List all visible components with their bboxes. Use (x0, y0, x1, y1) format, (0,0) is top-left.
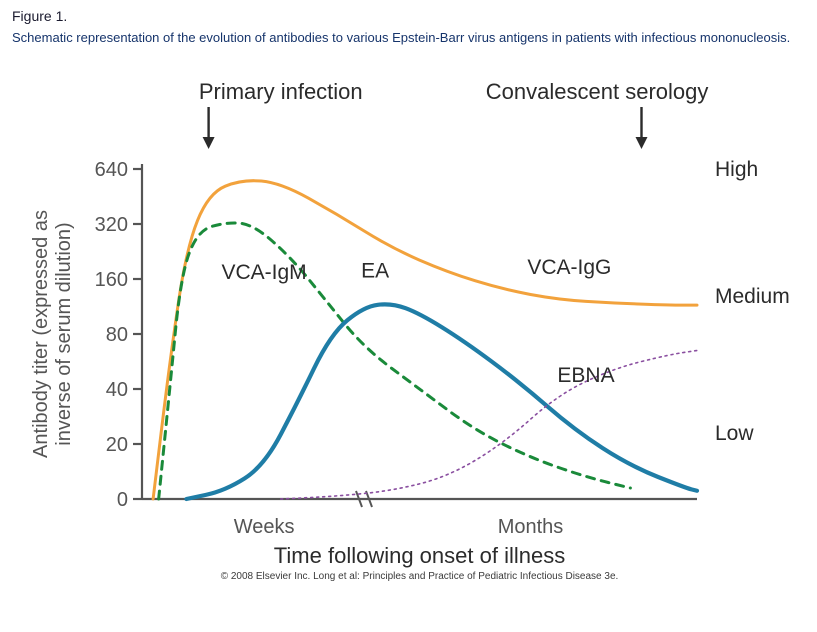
svg-text:Weeks: Weeks (234, 516, 295, 538)
svg-text:40: 40 (106, 379, 128, 401)
svg-text:20: 20 (106, 434, 128, 456)
figure-label: Figure 1. (12, 8, 805, 24)
svg-text:EA: EA (361, 259, 389, 282)
svg-text:80: 80 (106, 324, 128, 346)
svg-text:VCA-IgM: VCA-IgM (222, 261, 307, 284)
svg-text:0: 0 (117, 489, 128, 511)
svg-text:Months: Months (498, 516, 564, 538)
svg-text:Convalescent serology: Convalescent serology (486, 79, 709, 104)
svg-text:Medium: Medium (715, 285, 790, 308)
svg-text:Primary infection: Primary infection (199, 79, 363, 104)
svg-text:160: 160 (95, 269, 128, 291)
svg-text:VCA-IgG: VCA-IgG (527, 256, 611, 279)
svg-text:Low: Low (715, 422, 754, 445)
svg-text:Time following onset of illnes: Time following onset of illness (274, 543, 565, 568)
figure-caption: Schematic representation of the evolutio… (12, 30, 805, 45)
svg-text:High: High (715, 158, 758, 181)
figure-container: Figure 1. Schematic representation of th… (0, 0, 817, 609)
chart-svg: 0 20 40 80 160 320 640 Antibody titer (expresse… (12, 49, 805, 609)
svg-text:320: 320 (95, 214, 128, 236)
svg-text:640: 640 (95, 159, 128, 181)
svg-text:inverse of serum dilution): inverse of serum dilution) (53, 222, 75, 445)
svg-text:© 2008 Elsevier Inc. Long et a: © 2008 Elsevier Inc. Long et al: Princip… (221, 571, 619, 582)
antibody-chart: 0 20 40 80 160 320 640 Antibody titer (expresse… (12, 49, 805, 609)
svg-text:Antibody titer (expressed as: Antibody titer (expressed as (30, 210, 52, 458)
svg-text:EBNA: EBNA (557, 364, 614, 387)
